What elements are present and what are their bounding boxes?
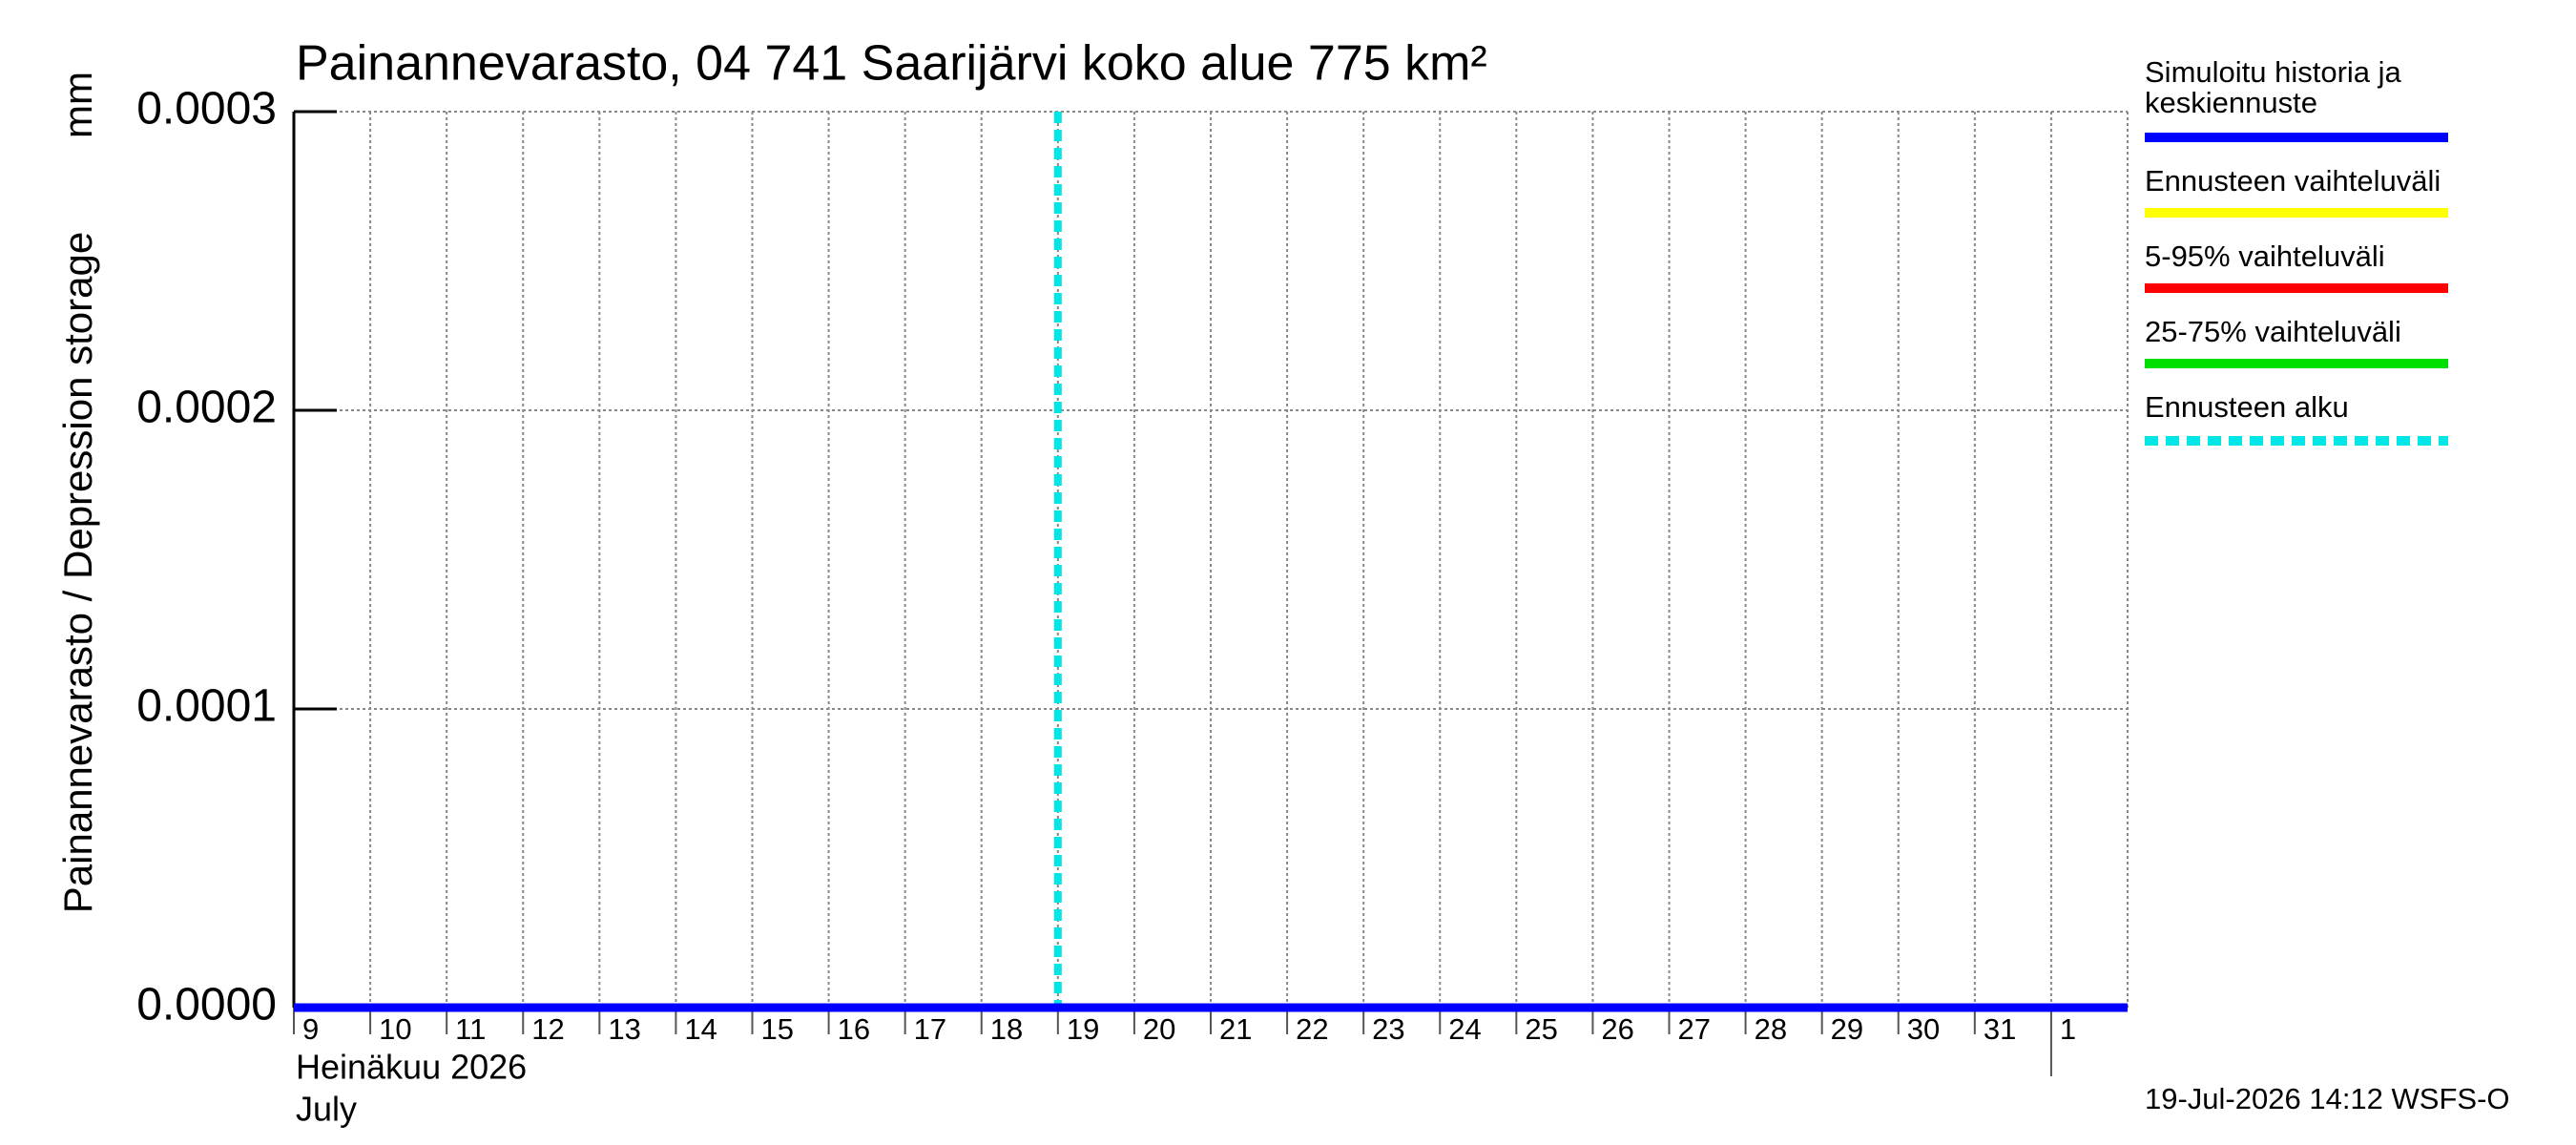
y-tick-label: 0.0003 [136,84,277,135]
y-tick-label: 0.0002 [136,383,277,433]
x-month-label-en: July [296,1090,357,1129]
x-tick-label: 13 [608,1012,640,1046]
x-tick-label: 28 [1755,1012,1787,1046]
footer: 19-Jul-2026 14:12 WSFS-O [2145,1082,2510,1115]
x-month-label: Heinäkuu 2026 [296,1048,527,1087]
x-tick-label: 25 [1525,1012,1557,1046]
y-tick-label: 0.0000 [136,980,277,1030]
x-tick-label: 1 [2060,1012,2076,1046]
legend-label: Ennusteen alku [2145,390,2349,424]
x-tick-label: 30 [1907,1012,1940,1046]
x-tick-label: 15 [761,1012,794,1046]
x-tick-label: 20 [1143,1012,1175,1046]
x-tick-label: 16 [838,1012,870,1046]
y-axis-unit: mm [55,72,100,138]
legend-label: 25-75% vaihteluväli [2145,315,2401,348]
legend-label: Simuloitu historia ja keskiennuste [2145,55,2401,119]
x-tick-label: 29 [1831,1012,1863,1046]
x-tick-label: 14 [684,1012,717,1046]
x-tick-label: 11 [455,1012,486,1046]
x-tick-label: 19 [1067,1012,1099,1046]
x-tick-label: 26 [1601,1012,1633,1046]
x-tick-label: 22 [1296,1012,1328,1046]
x-tick-label: 23 [1372,1012,1404,1046]
y-tick-label: 0.0001 [136,681,277,732]
x-tick-label: 10 [379,1012,411,1046]
x-tick-label: 21 [1219,1012,1252,1046]
x-tick-label: 31 [1984,1012,2016,1046]
legend-label: Ennusteen vaihteluväli [2145,164,2441,198]
y-axis-label: Painannevarasto / Depression storage [55,232,100,913]
x-tick-label: 18 [990,1012,1023,1046]
x-tick-label: 27 [1678,1012,1711,1046]
x-tick-label: 24 [1448,1012,1481,1046]
chart-title: Painannevarasto, 04 741 Saarijärvi koko … [296,36,1487,92]
x-tick-label: 9 [302,1012,319,1046]
legend-label: 5-95% vaihteluväli [2145,239,2385,273]
x-tick-label: 17 [914,1012,946,1046]
x-tick-label: 12 [531,1012,564,1046]
